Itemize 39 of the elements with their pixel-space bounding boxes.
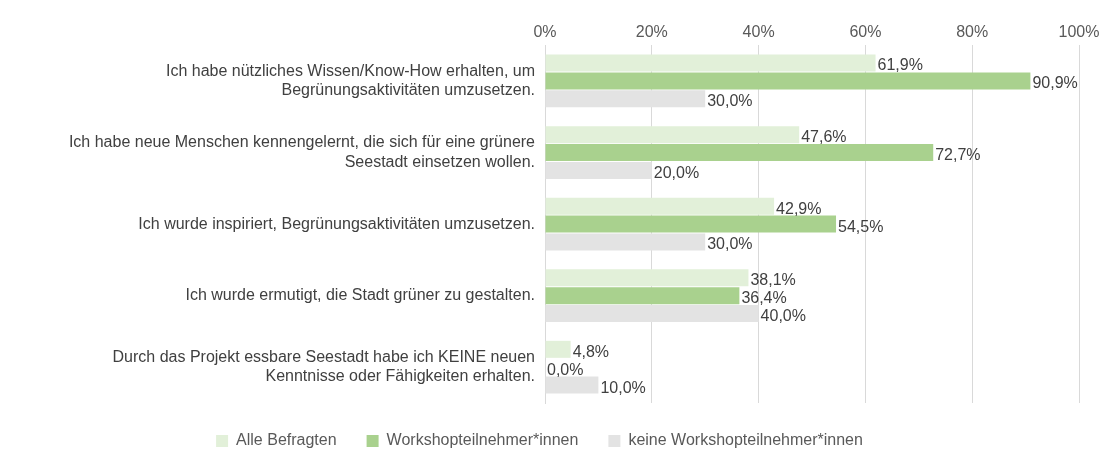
y-tick-label: Ich habe neue Menschen kennengelernt, die sich für eine grünere Seestadt einsetzen wollen.	[68, 133, 536, 170]
legend-label: keine Workshopteilnehmer*innen	[628, 431, 863, 449]
data-label: 30,0%	[707, 235, 753, 253]
bar	[545, 72, 1031, 90]
bar	[545, 287, 740, 305]
x-tick-label: 40%	[742, 23, 775, 41]
x-tick-label: 80%	[956, 23, 989, 41]
bar	[545, 54, 876, 72]
x-tick-label: 20%	[635, 23, 668, 41]
data-label: 54,5%	[838, 217, 884, 235]
bar	[545, 376, 599, 394]
bar	[545, 215, 837, 233]
data-label: 40,0%	[760, 306, 806, 324]
bar	[545, 340, 571, 358]
data-label: 38,1%	[750, 271, 796, 289]
data-label: 61,9%	[877, 56, 923, 74]
x-tick-label: 0%	[533, 23, 557, 41]
bar	[545, 126, 800, 144]
data-label: 36,4%	[741, 289, 787, 307]
data-label: 20,0%	[653, 163, 700, 181]
data-label: 4,8%	[572, 342, 610, 360]
data-label: 90,9%	[1032, 74, 1078, 92]
y-tick-label: Ich wurde ermutigt, die Stadt grüner zu gestalten.	[185, 286, 535, 304]
y-tick-label: Ich habe nützliches Wissen/Know-How erhalten, um Begrünungsaktivitäten umzusetzen.	[165, 61, 535, 98]
x-tick-label: 60%	[849, 23, 882, 41]
data-label: 10,0%	[600, 378, 646, 396]
data-label: 30,0%	[707, 92, 753, 110]
x-tick-label: 100%	[1058, 23, 1100, 41]
bar	[545, 269, 749, 287]
bar	[545, 144, 934, 162]
data-label: 72,7%	[935, 145, 981, 163]
bar	[545, 197, 775, 215]
y-tick-label: Ich wurde inspiriert, Begrünungsaktivitäten umzusetzen.	[138, 214, 535, 232]
data-label: 0,0%	[547, 360, 584, 378]
data-label: 47,6%	[801, 128, 847, 146]
data-label: 42,9%	[776, 199, 822, 217]
legend-label: Alle Befragten	[236, 431, 337, 449]
y-tick-label: Durch das Projekt essbare Seestadt habe ich KEINE neuen Kenntnisse oder Fähigkeiten erhalten.	[112, 348, 535, 385]
legend-label: Workshopteilnehmer*innen	[386, 431, 579, 449]
